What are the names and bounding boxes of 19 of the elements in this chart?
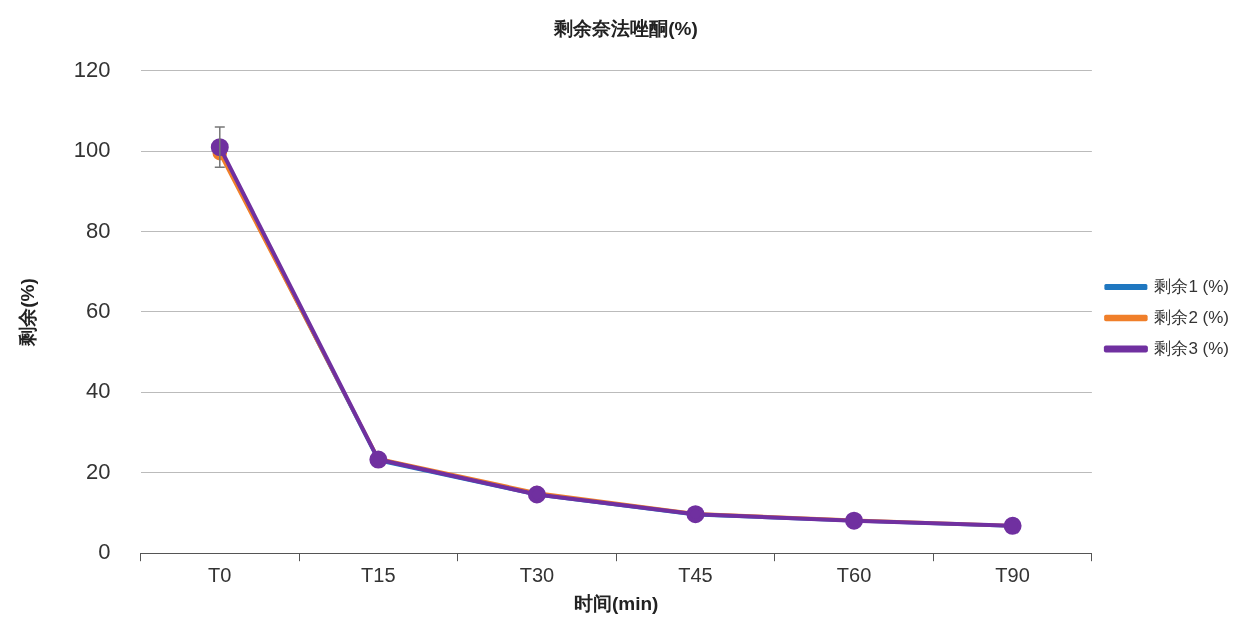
y-tick-label: 60 <box>86 298 111 324</box>
y-axis-title: 剩余(%) <box>16 278 38 347</box>
x-tick-label: T60 <box>836 563 872 586</box>
x-tick-label: T15 <box>361 563 396 586</box>
y-tick-label: 120 <box>73 56 111 82</box>
x-tick-label: T0 <box>208 563 232 586</box>
chart-title: 剩余奈法唑酮(%) <box>553 17 698 39</box>
y-tick-label: 20 <box>86 458 111 484</box>
legend-label: 剩余3 (%) <box>1154 338 1230 358</box>
y-tick-label: 100 <box>73 137 111 163</box>
x-tick-label: T30 <box>519 563 555 586</box>
y-tick-label: 80 <box>86 217 111 243</box>
x-tick-label: T90 <box>995 563 1030 586</box>
x-tick-label: T45 <box>678 563 713 586</box>
y-tick-label: 40 <box>86 378 111 404</box>
y-tick-label: 0 <box>98 539 111 565</box>
legend-label: 剩余2 (%) <box>1154 307 1230 327</box>
legend-label: 剩余1 (%) <box>1154 276 1230 296</box>
x-axis-title: 时间(min) <box>573 592 659 614</box>
